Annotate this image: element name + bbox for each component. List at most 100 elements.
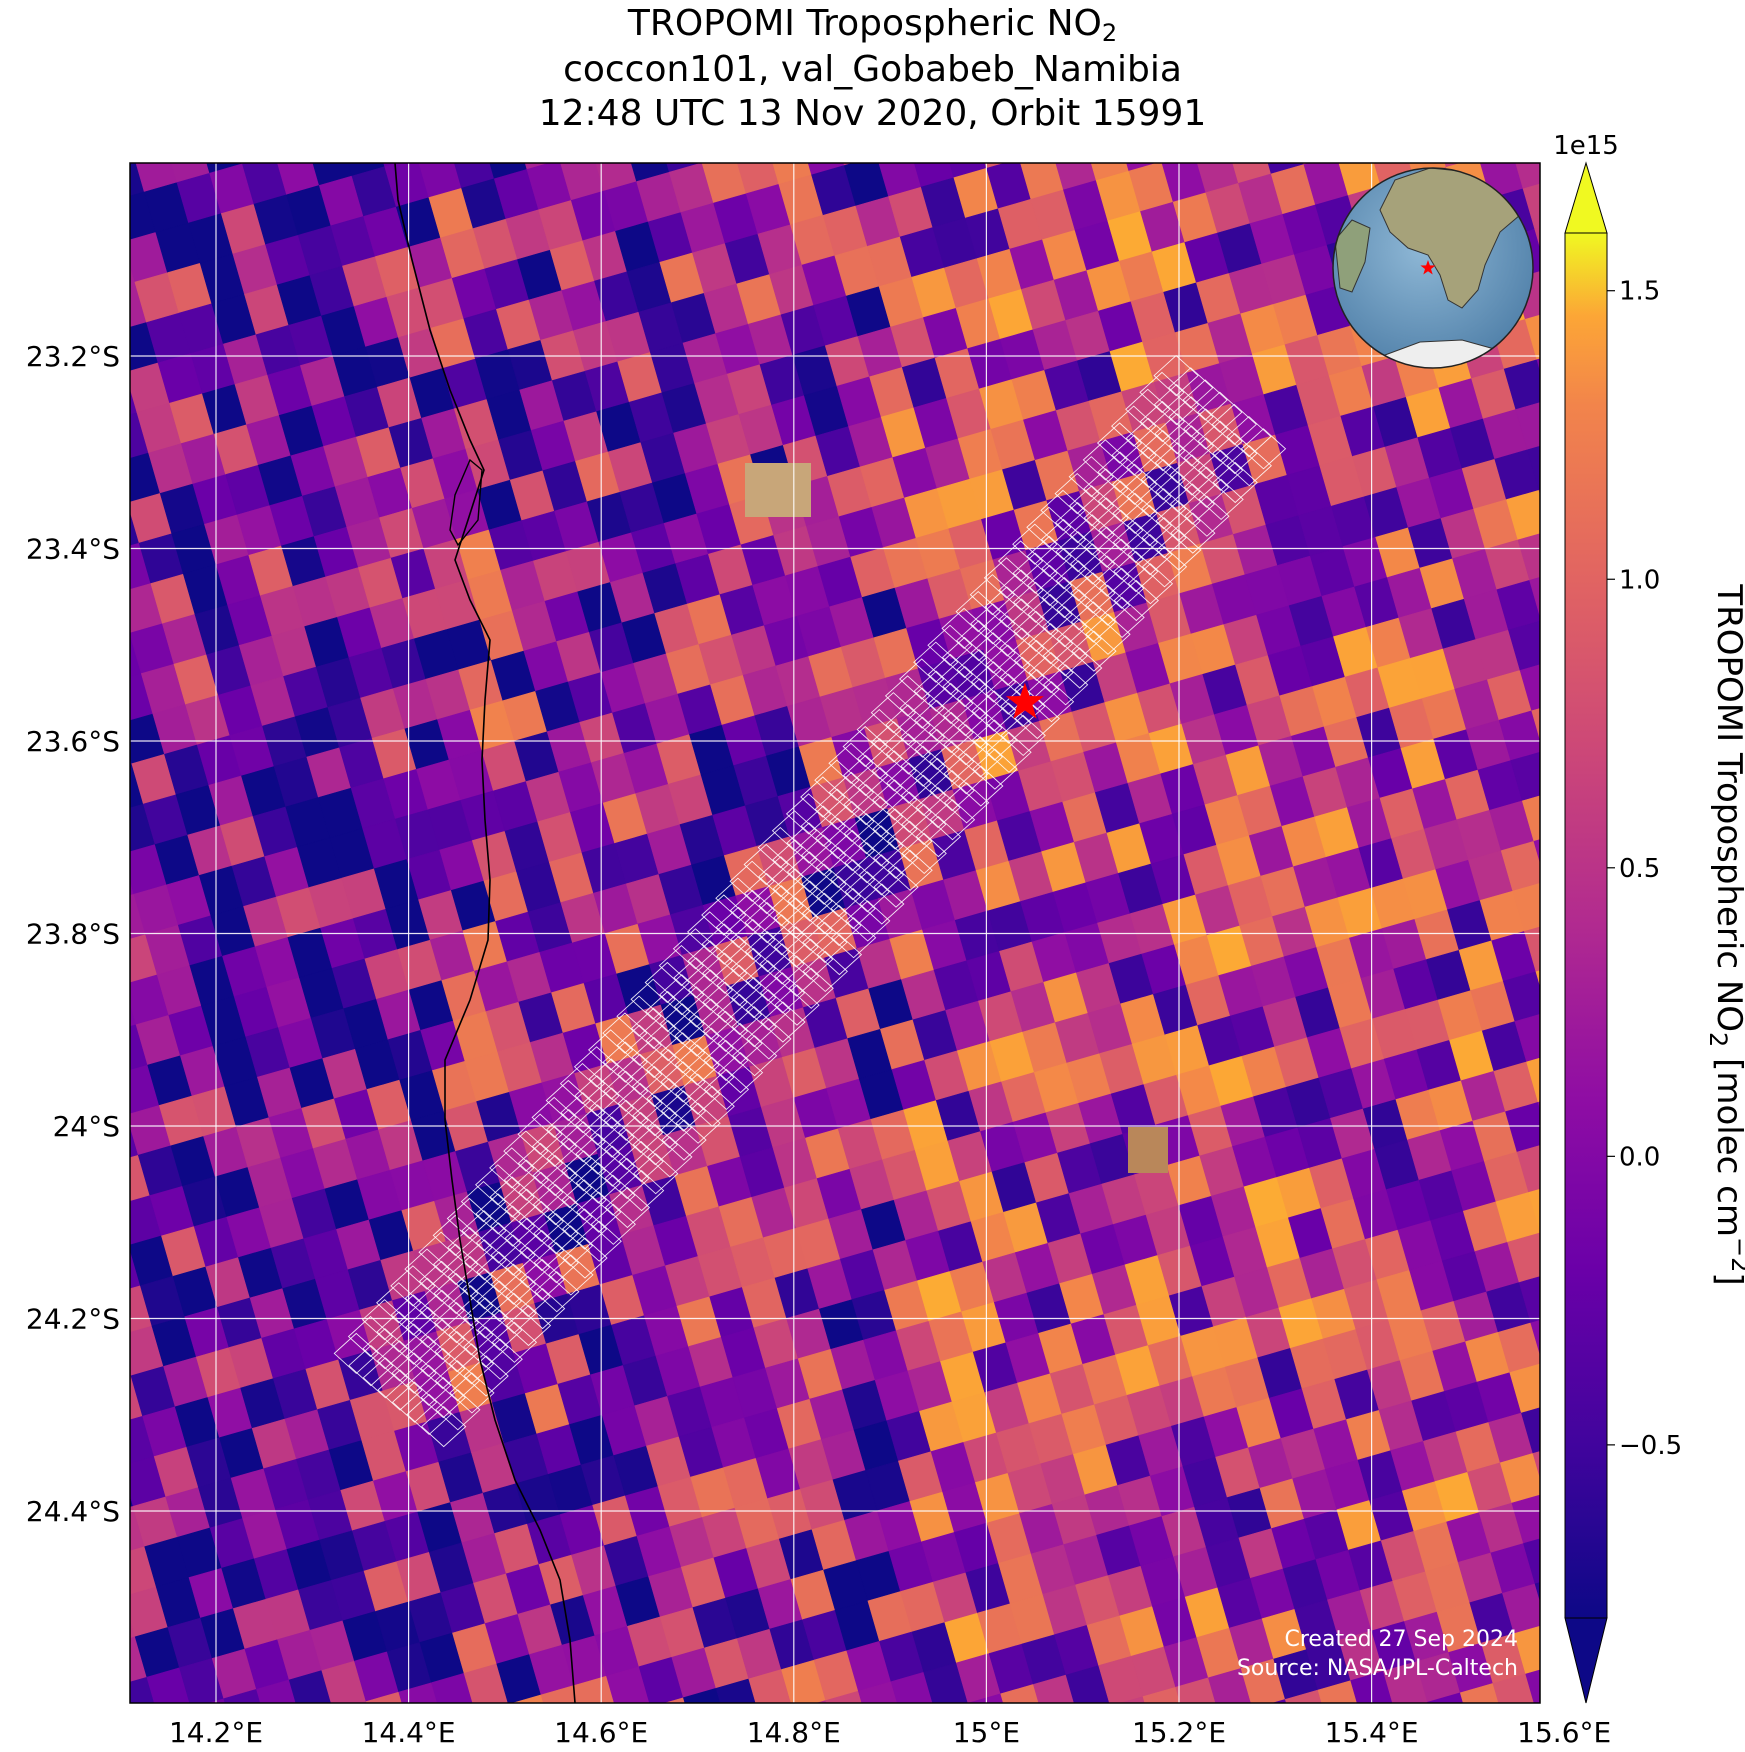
- colorbar-extend-min: [1564, 1617, 1608, 1704]
- no2-pixel: [56, 121, 100, 171]
- no2-pixel: [1495, 1192, 1540, 1243]
- footprint-cell: [928, 711, 974, 754]
- no2-pixel: [58, 1606, 102, 1656]
- no2-pixel: [715, 1678, 757, 1703]
- footprint-cell: [632, 1094, 678, 1137]
- footprint-cell: [405, 1306, 451, 1348]
- footprint-cell: [717, 1051, 764, 1094]
- footprint-cell: [885, 704, 931, 746]
- footprint-cell: [532, 1183, 579, 1226]
- footprint-cell: [743, 843, 789, 886]
- footprint-cell: [603, 1070, 649, 1112]
- no2-pixel: [93, 1727, 137, 1752]
- footprint-cell: [1054, 501, 1101, 544]
- no2-pixel: [78, 814, 122, 864]
- footprint-cell: [489, 1205, 536, 1247]
- footprint-cell: [1154, 442, 1201, 484]
- footprint-cell: [886, 762, 932, 804]
- footprint-cell: [1071, 630, 1117, 672]
- footprint-cell: [560, 1092, 606, 1134]
- footprint-cell: [701, 894, 747, 936]
- footprint-cell: [602, 1012, 648, 1054]
- footprint-cell: [688, 998, 734, 1040]
- footprint-cell: [390, 1294, 436, 1336]
- footprint-cell: [1139, 371, 1185, 414]
- no2-pixel: [1078, 1706, 1122, 1752]
- footprint-cell: [1083, 497, 1129, 539]
- footprint-cell: [461, 1210, 507, 1252]
- no2-pixel: [1500, 99, 1544, 149]
- no2-pixel: [1499, 1453, 1540, 1504]
- footprint-cell: [503, 1159, 550, 1201]
- footprint-cell: [857, 738, 903, 780]
- footprint-cell: [503, 1130, 549, 1172]
- no2-pixel: [1522, 183, 1540, 230]
- footprint-cell: [1056, 618, 1102, 660]
- no2-pixel: [85, 1205, 129, 1255]
- footprint-cell: [405, 1335, 451, 1377]
- no2-pixel: [613, 91, 657, 141]
- footprint-cell: [1197, 391, 1243, 433]
- footprint-cell: [730, 918, 776, 961]
- lon-tick-label: 14.2°E: [169, 1716, 263, 1749]
- footprint-cell: [716, 935, 762, 977]
- footprint-cell: [1069, 543, 1116, 585]
- site-star: [1005, 682, 1044, 719]
- footprint-cell: [815, 875, 862, 918]
- footprint-cell: [1139, 400, 1186, 443]
- footprint-cell: [1084, 584, 1131, 626]
- no2-pixel: [187, 83, 231, 133]
- footprint-cell: [645, 990, 691, 1033]
- footprint-cell: [884, 675, 931, 717]
- no2-pixel: [1519, 664, 1540, 712]
- lagoon-outline: [449, 458, 483, 547]
- no2-pixel: [1524, 926, 1540, 973]
- no2-pixel: [898, 97, 942, 147]
- footprint-cell: [1170, 512, 1216, 554]
- no2-pixel: [1528, 1188, 1540, 1233]
- footprint-cell: [702, 952, 748, 994]
- no2-pixel: [241, 163, 247, 165]
- footprint-cell: [1099, 596, 1145, 639]
- footprint-cell: [1041, 576, 1087, 619]
- no2-pixel: [1502, 1583, 1540, 1634]
- no2-pixel: [72, 422, 116, 472]
- no2-pixel: [79, 201, 123, 251]
- footprint-cell: [646, 1078, 692, 1120]
- footprint-cell: [675, 1073, 721, 1115]
- no2-pixel: [1220, 1709, 1264, 1752]
- no2-pixel: [1033, 1674, 1075, 1703]
- no2-pixel: [1527, 445, 1540, 491]
- footprint-cell: [434, 1360, 481, 1402]
- footprint-cell: [1012, 552, 1058, 594]
- footprint-cell: [1140, 458, 1186, 501]
- no2-pixel: [121, 102, 165, 152]
- globe-site-star: [1420, 260, 1436, 275]
- footprint-cell: [1012, 581, 1059, 623]
- footprint-cell: [376, 1282, 422, 1324]
- footprint-cell: [1126, 446, 1172, 489]
- footprint-cell: [972, 748, 1018, 790]
- footprint-cell: [1097, 451, 1143, 493]
- footprint-cell: [843, 813, 890, 855]
- no2-pixel: [1532, 1451, 1540, 1479]
- no2-pixel: [1215, 93, 1259, 143]
- footprint-cell: [941, 607, 987, 650]
- footprint-cell: [475, 1222, 522, 1264]
- footprint-cell: [872, 779, 918, 821]
- no2-pixel: [406, 107, 450, 157]
- no2-pixel: [837, 1731, 881, 1752]
- no2-pixel: [67, 161, 111, 211]
- footprint-cell: [547, 1225, 594, 1267]
- site-star-marker: [1005, 682, 1044, 719]
- lon-tick-label: 14.8°E: [747, 1716, 841, 1749]
- footprint-cell: [547, 1196, 593, 1238]
- footprint-cell: [574, 1104, 621, 1146]
- footprint-cell: [744, 901, 790, 944]
- no2-pixel: [73, 1165, 117, 1215]
- no2-pixel: [130, 1371, 132, 1377]
- footprint-cell: [1041, 547, 1087, 590]
- no2-pixel: [1045, 1715, 1089, 1752]
- footprint-cell: [433, 1243, 479, 1286]
